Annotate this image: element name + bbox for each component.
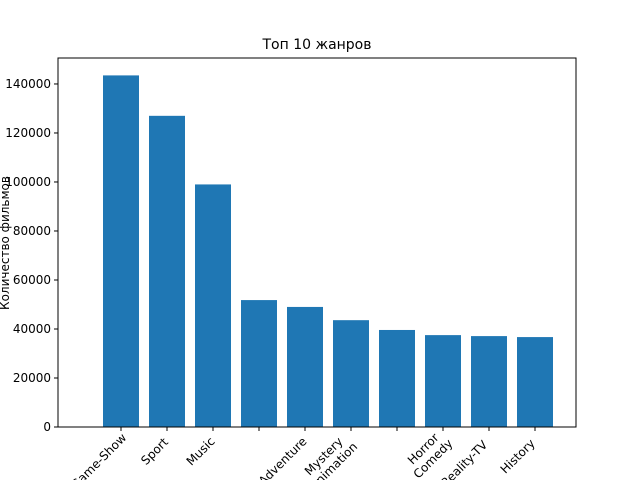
y-tick-label: 20000 <box>13 371 51 385</box>
y-tick-label: 140000 <box>5 77 51 91</box>
bar <box>333 320 369 427</box>
y-tick-label: 60000 <box>13 273 51 287</box>
bar <box>103 75 139 427</box>
bar <box>471 336 507 427</box>
y-tick-label: 0 <box>43 420 51 434</box>
bar <box>149 115 185 427</box>
bar <box>425 335 461 427</box>
y-tick-label: 40000 <box>13 322 51 336</box>
plot-frame <box>57 57 577 428</box>
y-tick-label: 100000 <box>5 175 51 189</box>
bar <box>287 306 323 427</box>
bar <box>379 329 415 427</box>
y-axis-label: Количество фильмов <box>0 176 12 310</box>
y-tick-label: 120000 <box>5 126 51 140</box>
y-tick-label: 80000 <box>13 224 51 238</box>
bar <box>195 184 231 427</box>
chart-title: Топ 10 жанров <box>261 37 371 53</box>
bar <box>241 300 277 427</box>
bar <box>517 337 553 427</box>
